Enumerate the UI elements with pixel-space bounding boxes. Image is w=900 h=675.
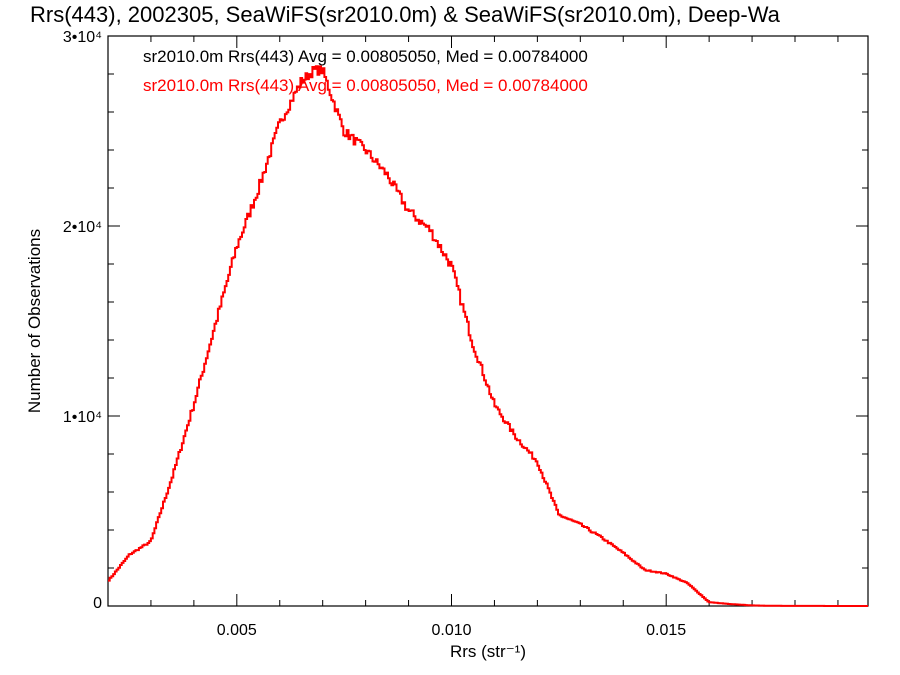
- histogram-series-line: [108, 65, 868, 607]
- x-axis-label: Rrs (str⁻¹): [450, 642, 526, 661]
- y-tick-label: 0: [93, 595, 102, 612]
- x-tick-label: 0.015: [646, 622, 686, 639]
- x-tick-label: 0.005: [217, 622, 257, 639]
- chart-title: Rrs(443), 2002305, SeaWiFS(sr2010.0m) & …: [30, 2, 781, 27]
- y-tick-label: 3•10⁴: [63, 29, 102, 46]
- y-tick-label: 1•10⁴: [63, 409, 102, 426]
- plot-frame: [107, 35, 869, 607]
- series-layer: [108, 65, 868, 607]
- y-tick-label: 2•10⁴: [63, 219, 102, 236]
- annotation-black: sr2010.0m Rrs(443) Avg = 0.00805050, Med…: [143, 47, 588, 66]
- annotation-red: sr2010.0m Rrs(443) Avg = 0.00805050, Med…: [143, 76, 588, 95]
- y-axis-label: Number of Observations: [25, 229, 44, 413]
- y-axis: 0 1•10⁴ 2•10⁴ 3•10⁴: [63, 29, 868, 612]
- x-tick-label: 0.010: [431, 622, 471, 639]
